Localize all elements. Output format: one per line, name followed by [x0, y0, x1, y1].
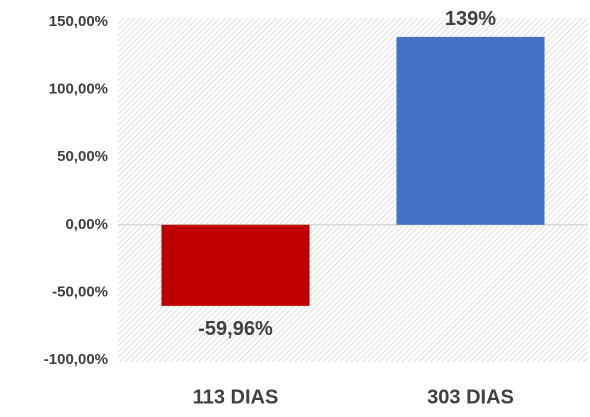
bar — [161, 224, 310, 306]
y-tick-label: 100,00% — [49, 81, 108, 98]
x-tick-label: 303 DIAS — [427, 386, 514, 408]
x-tick-label: 113 DIAS — [193, 386, 279, 408]
y-tick-label: -50,00% — [52, 283, 108, 300]
data-label: 139% — [445, 8, 496, 30]
y-tick-label: 150,00% — [49, 13, 108, 30]
bar — [396, 36, 545, 225]
y-tick-label: -100,00% — [44, 351, 108, 368]
y-tick-label: 0,00% — [65, 216, 108, 233]
data-label: -59,96% — [198, 318, 273, 340]
y-tick-label: 50,00% — [57, 148, 108, 165]
